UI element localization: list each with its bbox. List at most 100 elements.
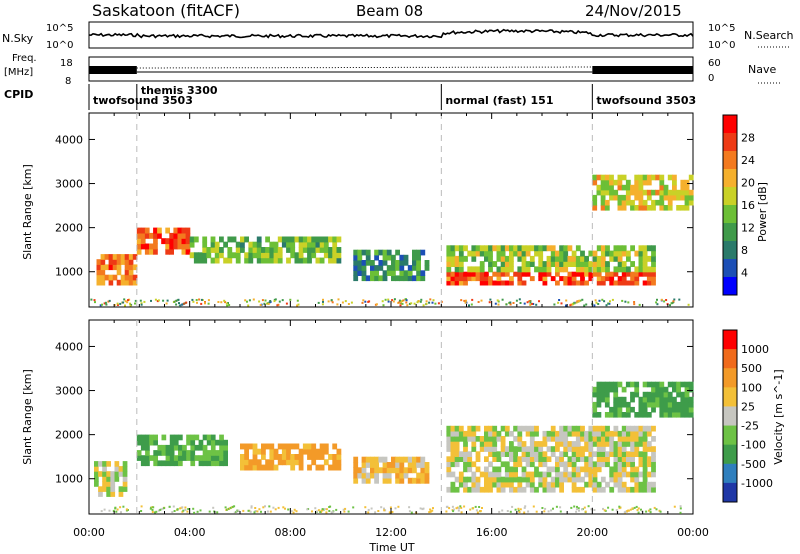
data-cell	[492, 280, 498, 286]
data-cell	[567, 441, 573, 447]
data-cell	[386, 462, 392, 468]
data-cell	[667, 412, 673, 418]
data-cell	[672, 194, 677, 201]
data-cell	[136, 248, 142, 255]
ground-scatter-cell	[479, 510, 482, 512]
data-cell	[446, 271, 452, 277]
ground-scatter-cell	[529, 303, 532, 306]
data-cell	[378, 275, 384, 282]
data-cell	[416, 249, 421, 256]
data-cell	[181, 232, 187, 239]
data-cell	[555, 466, 560, 473]
ground-scatter-cell	[321, 303, 324, 306]
data-cell	[509, 486, 514, 493]
ground-scatter-cell	[325, 511, 328, 514]
data-cell	[311, 443, 317, 450]
data-cell	[189, 236, 195, 243]
data-cell	[140, 460, 146, 467]
data-cell	[667, 194, 673, 201]
data-cell	[509, 261, 514, 267]
data-cell	[642, 271, 648, 277]
ground-scatter-cell	[594, 299, 597, 302]
data-cell	[672, 189, 677, 196]
data-cell	[596, 255, 602, 262]
cpid-segment-label: themis 3300	[141, 84, 218, 97]
data-cell	[559, 261, 564, 267]
ground-scatter-cell	[532, 505, 535, 508]
data-cell	[621, 280, 627, 286]
colorbar-swatch	[723, 241, 737, 260]
ground-scatter-cell	[555, 505, 558, 508]
ground-scatter-cell	[103, 508, 106, 511]
data-cell	[116, 259, 122, 265]
data-cell	[290, 252, 296, 259]
data-cell	[214, 241, 220, 248]
data-cell	[546, 271, 552, 277]
colorbar-tick-label: 500	[741, 362, 762, 375]
data-cell	[198, 252, 203, 259]
ground-scatter-cell	[227, 507, 230, 510]
data-cell	[630, 184, 635, 191]
data-cell	[116, 264, 122, 271]
data-cell	[655, 396, 661, 403]
data-cell	[416, 462, 421, 468]
ground-scatter-cell	[575, 301, 578, 304]
data-cell	[592, 425, 598, 432]
data-cell	[336, 257, 342, 264]
data-cell	[617, 205, 623, 211]
data-cell	[328, 252, 333, 259]
data-cell	[169, 232, 174, 239]
data-cell	[659, 189, 665, 196]
ground-scatter-cell	[235, 510, 238, 513]
data-cell	[399, 275, 405, 282]
data-cell	[525, 266, 531, 273]
ground-scatter-cell	[319, 511, 322, 513]
data-cell	[302, 236, 308, 243]
ground-scatter-cell	[413, 302, 416, 305]
data-cell	[458, 436, 464, 442]
data-cell	[386, 249, 392, 256]
data-cell	[420, 456, 426, 463]
colorbar-swatch	[723, 169, 737, 188]
data-cell	[173, 444, 179, 451]
data-cell	[555, 481, 560, 488]
data-cell	[467, 476, 473, 483]
ground-scatter-cell	[477, 301, 480, 303]
data-cell	[550, 446, 556, 452]
data-cell	[98, 491, 103, 497]
data-cell	[626, 451, 631, 457]
data-cell	[630, 391, 635, 398]
data-cell	[634, 381, 640, 388]
data-cell	[529, 276, 535, 282]
data-cell	[529, 461, 535, 468]
data-cell	[621, 436, 627, 442]
data-cell	[513, 451, 518, 457]
data-cell	[219, 252, 224, 259]
data-cell	[509, 451, 514, 457]
data-cell	[609, 280, 615, 286]
data-cell	[642, 456, 648, 462]
data-cell	[521, 255, 527, 262]
data-cell	[534, 456, 539, 462]
data-cell	[676, 189, 681, 196]
colorbar-swatch	[723, 330, 737, 350]
data-cell	[463, 451, 468, 457]
data-cell	[169, 439, 175, 446]
data-cell	[124, 269, 130, 276]
data-cell	[642, 250, 648, 257]
data-cell	[416, 260, 421, 266]
ground-scatter-cell	[494, 302, 497, 305]
data-cell	[521, 261, 527, 267]
ground-scatter-cell	[296, 304, 299, 307]
ground-scatter-cell	[384, 298, 387, 301]
data-cell	[450, 276, 456, 282]
data-cell	[395, 467, 400, 474]
data-cell	[248, 247, 254, 253]
ground-scatter-cell	[165, 302, 168, 305]
data-cell	[454, 271, 460, 277]
ground-scatter-cell	[168, 505, 171, 508]
data-cell	[319, 241, 325, 248]
data-cell	[353, 456, 359, 463]
data-cell	[395, 456, 400, 463]
data-cell	[567, 255, 573, 262]
